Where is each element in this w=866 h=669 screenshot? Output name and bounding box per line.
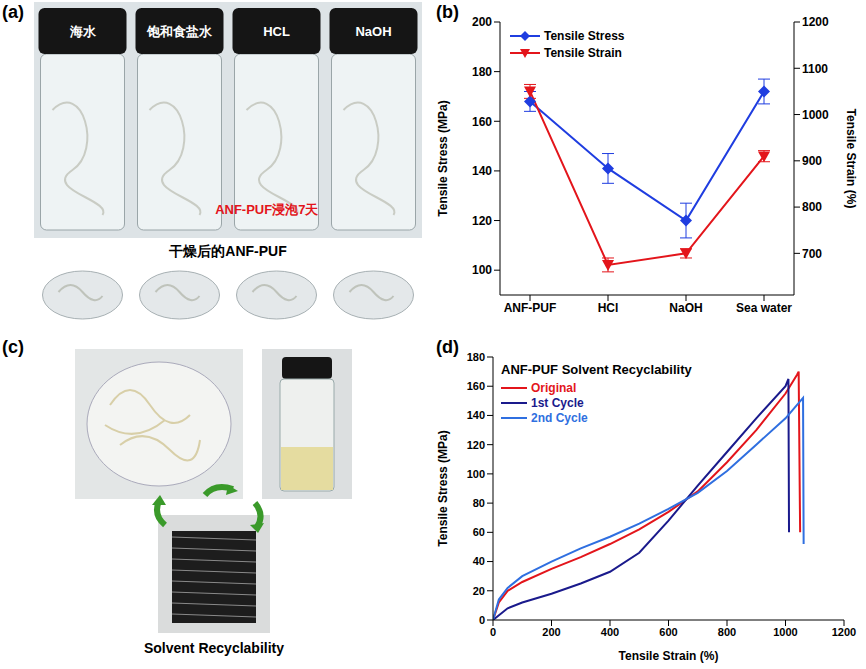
svg-text:160: 160 bbox=[472, 115, 492, 129]
svg-text:ANF-PUF: ANF-PUF bbox=[504, 301, 557, 315]
svg-text:200: 200 bbox=[542, 626, 560, 638]
svg-text:400: 400 bbox=[601, 626, 619, 638]
svg-text:Solvent Recyclability: Solvent Recyclability bbox=[144, 640, 284, 656]
svg-text:0: 0 bbox=[490, 626, 496, 638]
html-text:(d): (d) bbox=[436, 337, 459, 357]
svg-text:100: 100 bbox=[472, 263, 492, 277]
svg-text:800: 800 bbox=[802, 200, 822, 214]
html-text:ANF-PUF Solvent Recyclability: ANF-PUF Solvent Recyclability bbox=[501, 362, 692, 377]
svg-text:1100: 1100 bbox=[802, 62, 828, 76]
svg-text:160: 160 bbox=[467, 380, 485, 392]
svg-text:900: 900 bbox=[802, 154, 822, 168]
html-text:Tensile Stress: Tensile Stress bbox=[544, 28, 625, 43]
svg-text:60: 60 bbox=[473, 526, 485, 538]
svg-text:Sea water: Sea water bbox=[736, 301, 792, 315]
svg-text:NaOH: NaOH bbox=[669, 301, 702, 315]
svg-text:Tensile Stress (MPa): Tensile Stress (MPa) bbox=[436, 430, 450, 546]
svg-text:20: 20 bbox=[473, 585, 485, 597]
html-text:(b): (b) bbox=[436, 2, 459, 22]
svg-text:120: 120 bbox=[472, 214, 492, 228]
svg-text:1000: 1000 bbox=[802, 108, 829, 122]
svg-text:100: 100 bbox=[467, 468, 485, 480]
svg-text:600: 600 bbox=[659, 626, 677, 638]
html-text:2nd Cycle: 2nd Cycle bbox=[531, 410, 588, 425]
svg-text:Tensile Stress (MPa): Tensile Stress (MPa) bbox=[436, 100, 450, 216]
svg-text:140: 140 bbox=[467, 409, 485, 421]
html-text:1st Cycle: 1st Cycle bbox=[531, 395, 584, 410]
svg-text:1200: 1200 bbox=[832, 626, 856, 638]
svg-text:饱和食盐水: 饱和食盐水 bbox=[146, 24, 213, 39]
svg-text:40: 40 bbox=[473, 555, 485, 567]
svg-text:1200: 1200 bbox=[802, 15, 829, 29]
svg-text:HCL: HCL bbox=[263, 24, 290, 39]
svg-text:干燥后的ANF-PUF: 干燥后的ANF-PUF bbox=[168, 243, 287, 259]
svg-text:1000: 1000 bbox=[773, 626, 797, 638]
html-text:(a): (a) bbox=[2, 2, 24, 22]
svg-text:180: 180 bbox=[467, 351, 485, 363]
svg-text:Tensile Strain (%): Tensile Strain (%) bbox=[844, 109, 858, 209]
html-text:Original: Original bbox=[531, 380, 577, 395]
svg-text:80: 80 bbox=[473, 497, 485, 509]
svg-text:HCl: HCl bbox=[598, 301, 619, 315]
svg-text:ANF-PUF浸泡7天: ANF-PUF浸泡7天 bbox=[215, 202, 319, 217]
svg-text:120: 120 bbox=[467, 439, 485, 451]
svg-text:140: 140 bbox=[472, 164, 492, 178]
svg-text:180: 180 bbox=[472, 65, 492, 79]
svg-text:0: 0 bbox=[479, 614, 485, 626]
svg-text:200: 200 bbox=[472, 15, 492, 29]
svg-text:800: 800 bbox=[718, 626, 736, 638]
svg-text:Tensile Strain (%): Tensile Strain (%) bbox=[619, 649, 719, 663]
svg-text:NaOH: NaOH bbox=[355, 24, 391, 39]
html-text:Tensile Strain: Tensile Strain bbox=[544, 45, 622, 60]
svg-text:700: 700 bbox=[802, 247, 822, 261]
svg-text:海水: 海水 bbox=[69, 24, 97, 39]
html-text:(c): (c) bbox=[2, 337, 24, 357]
